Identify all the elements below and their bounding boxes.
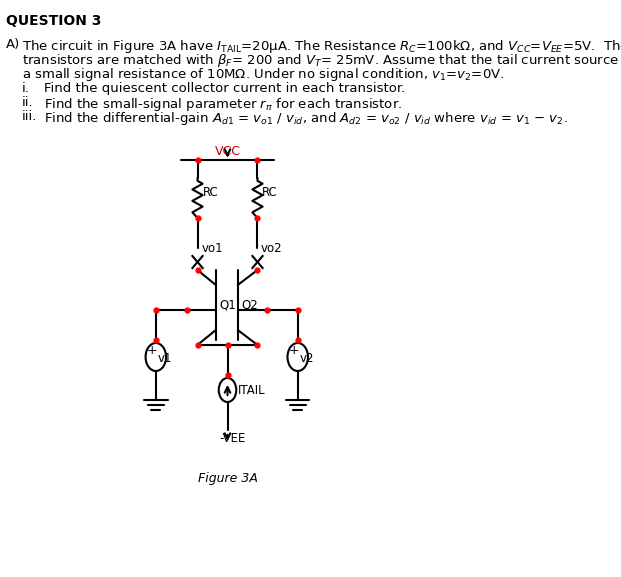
Text: Figure 3A: Figure 3A xyxy=(197,472,258,485)
Text: v2: v2 xyxy=(299,353,314,365)
Text: Find the small-signal parameter $r_\pi$ for each transistor.: Find the small-signal parameter $r_\pi$ … xyxy=(44,96,402,113)
Text: RC: RC xyxy=(262,185,278,198)
Text: The circuit in Figure 3A have $I_{\rm TAIL}$=20μA. The Resistance $R_C$=100kΩ, a: The circuit in Figure 3A have $I_{\rm TA… xyxy=(22,38,621,55)
Text: VCC: VCC xyxy=(214,145,240,158)
Text: +: + xyxy=(147,344,158,358)
Text: +: + xyxy=(289,344,299,358)
Text: v1: v1 xyxy=(157,353,172,365)
Text: transistors are matched with $\beta_F$= 200 and $V_T$= 25mV. Assume that the tai: transistors are matched with $\beta_F$= … xyxy=(22,52,621,69)
Text: Q2: Q2 xyxy=(242,298,258,312)
Text: Find the differential-gain $A_{d1}$ = $v_{o1}$ / $v_{id}$, and $A_{d2}$ = $v_{o2: Find the differential-gain $A_{d1}$ = $v… xyxy=(44,110,568,127)
Text: iii.: iii. xyxy=(22,110,37,123)
Text: QUESTION 3: QUESTION 3 xyxy=(6,14,101,28)
Text: RC: RC xyxy=(203,185,219,198)
Text: Find the quiescent collector current in each transistor.: Find the quiescent collector current in … xyxy=(44,82,405,95)
Text: A): A) xyxy=(6,38,20,51)
Text: ii.: ii. xyxy=(22,96,34,109)
Text: Q1: Q1 xyxy=(219,298,236,312)
Text: ITAIL: ITAIL xyxy=(238,384,265,396)
Text: i.: i. xyxy=(22,82,30,95)
Text: -VEE: -VEE xyxy=(219,432,246,445)
Text: vo1: vo1 xyxy=(201,242,223,254)
Text: a small signal resistance of 10MΩ. Under no signal condition, $v_1$=$v_2$=0V.: a small signal resistance of 10MΩ. Under… xyxy=(22,66,504,83)
Text: vo2: vo2 xyxy=(261,242,283,254)
